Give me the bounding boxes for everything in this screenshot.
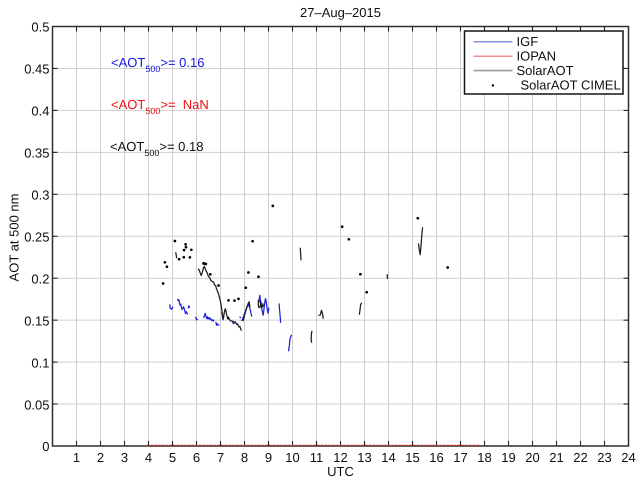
svg-text:8: 8 xyxy=(241,450,248,465)
svg-text:2: 2 xyxy=(97,450,104,465)
svg-text:SolarAOT CIMEL: SolarAOT CIMEL xyxy=(521,77,621,92)
svg-text:15: 15 xyxy=(405,450,419,465)
svg-text:0.3: 0.3 xyxy=(31,188,49,203)
svg-text:22: 22 xyxy=(573,450,587,465)
svg-text:5: 5 xyxy=(169,450,176,465)
svg-text:0.4: 0.4 xyxy=(31,104,49,119)
svg-text:24: 24 xyxy=(621,450,635,465)
svg-text:UTC: UTC xyxy=(327,464,354,479)
svg-text:27–Aug–2015: 27–Aug–2015 xyxy=(300,5,381,20)
svg-text:3: 3 xyxy=(121,450,128,465)
svg-text:0.45: 0.45 xyxy=(24,62,49,77)
svg-text:23: 23 xyxy=(597,450,611,465)
svg-text:0: 0 xyxy=(42,439,49,454)
svg-text:IGF: IGF xyxy=(517,34,539,49)
svg-text:AOT at 500 nm: AOT at 500 nm xyxy=(6,194,21,282)
svg-text:0.2: 0.2 xyxy=(31,271,49,286)
svg-text:<AOT500>= 0.16: <AOT500>= 0.16 xyxy=(111,55,204,74)
svg-text:17: 17 xyxy=(453,450,467,465)
svg-text:18: 18 xyxy=(477,450,491,465)
svg-text:9: 9 xyxy=(265,450,272,465)
svg-text:0.15: 0.15 xyxy=(24,313,49,328)
svg-text:0.1: 0.1 xyxy=(31,355,49,370)
svg-text:SolarAOT: SolarAOT xyxy=(517,63,574,78)
svg-text:0.5: 0.5 xyxy=(31,20,49,35)
svg-text:14: 14 xyxy=(381,450,395,465)
svg-text:IOPAN: IOPAN xyxy=(517,48,557,63)
svg-text:12: 12 xyxy=(333,450,347,465)
svg-text:<AOT500>= NaN: <AOT500>= NaN xyxy=(111,97,209,116)
svg-text:11: 11 xyxy=(310,450,324,465)
svg-text:19: 19 xyxy=(501,450,515,465)
svg-text:<AOT500>= 0.18: <AOT500>= 0.18 xyxy=(110,139,203,158)
svg-text:4: 4 xyxy=(145,450,152,465)
svg-text:16: 16 xyxy=(429,450,443,465)
svg-text:21: 21 xyxy=(549,450,563,465)
svg-text:20: 20 xyxy=(525,450,539,465)
svg-text:0.05: 0.05 xyxy=(24,397,49,412)
svg-text:6: 6 xyxy=(193,450,200,465)
svg-text:0.25: 0.25 xyxy=(24,229,49,244)
svg-text:1: 1 xyxy=(73,450,80,465)
svg-text:10: 10 xyxy=(285,450,299,465)
svg-text:7: 7 xyxy=(217,450,224,465)
svg-text:0.35: 0.35 xyxy=(24,146,49,161)
svg-text:13: 13 xyxy=(357,450,371,465)
